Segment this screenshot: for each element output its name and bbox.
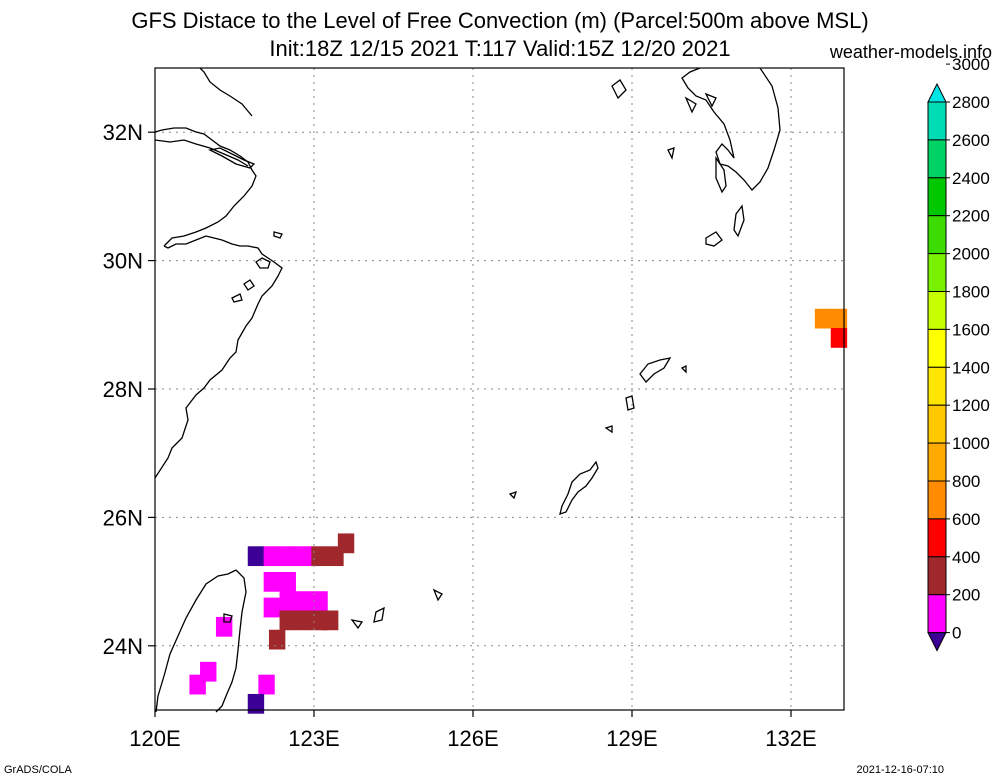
lat-tick-label: 28N <box>103 377 143 402</box>
heatmap-cells <box>189 308 848 714</box>
heatmap-cell <box>295 591 312 611</box>
colorbar-swatch <box>927 404 947 444</box>
colorbar-label: 1200 <box>952 396 990 415</box>
heatmap-cell <box>263 597 281 618</box>
colorbar-swatch <box>927 177 947 217</box>
heatmap-cell <box>279 571 296 592</box>
colorbar-label: 2800 <box>952 93 990 112</box>
lat-tick-label: 30N <box>103 249 143 274</box>
colorbar-min-arrow <box>927 632 947 652</box>
colorbar-swatch <box>927 101 947 141</box>
colorbar-label: 1600 <box>952 320 990 339</box>
heatmap-cell <box>279 591 296 611</box>
heatmap-cell <box>814 308 832 329</box>
colorbar-label: 800 <box>952 472 980 491</box>
colorbar-swatch <box>927 442 947 482</box>
colorbar-label: 200 <box>952 586 980 605</box>
yonaguni <box>223 613 233 623</box>
heatmap-cell <box>295 610 312 631</box>
heatmap-cell <box>258 674 275 695</box>
tokunoshima <box>625 364 687 411</box>
colorbar-label: 3000 <box>952 55 990 74</box>
colorbar-label: 2000 <box>952 245 990 264</box>
yangtze-estuary <box>208 147 256 169</box>
colorbar-label: 2400 <box>952 169 990 188</box>
colorbar-swatch <box>927 139 947 179</box>
axis-ticks: 120E 123E 126E 129E 132E 24N 26N 28N 30N 32N <box>103 120 817 751</box>
map-subtitle: Init:18Z 12/15 2021 T:117 Valid:15Z 12/2… <box>269 36 731 61</box>
colorbar-swatch <box>927 594 947 634</box>
footer-left: GrADS/COLA <box>4 764 72 776</box>
site-label: weather-models.info <box>829 42 992 62</box>
colorbar-label: 1800 <box>952 283 990 302</box>
taiwan-coastline <box>155 569 247 713</box>
lon-tick-label: 132E <box>765 726 816 751</box>
map-title: GFS Distace to the Level of Free Convect… <box>131 8 869 33</box>
heatmap-cell <box>830 328 848 348</box>
heatmap-cell <box>247 546 265 567</box>
colorbar-swatch <box>927 366 947 406</box>
colorbar-label: 2200 <box>952 207 990 226</box>
okinawa <box>559 460 599 515</box>
colorbar-label: 1000 <box>952 434 990 453</box>
map-grid <box>155 68 844 710</box>
lon-tick-label: 126E <box>447 726 498 751</box>
kyushu-coastline <box>681 67 781 191</box>
colorbar-label: 1400 <box>952 358 990 377</box>
heatmap-cell <box>279 610 296 631</box>
lat-tick-label: 32N <box>103 120 143 145</box>
colorbar-max-arrow <box>927 82 947 103</box>
colorbar: 0 200 400 600 800 1000 1200 1400 1600 1800 2000 220… <box>927 55 990 652</box>
goto-islands <box>611 79 717 160</box>
okinoerabu <box>604 425 613 434</box>
coastlines <box>154 67 781 713</box>
zhoushan-islands <box>231 231 283 303</box>
heatmap-cell <box>263 571 281 592</box>
heatmap-cell <box>268 629 286 650</box>
footer-timestamp: 2021-12-16-07:10 <box>856 764 944 776</box>
lon-tick-label: 120E <box>129 726 180 751</box>
colorbar-swatch <box>927 253 947 293</box>
colorbar-swatch <box>927 215 947 255</box>
colorbar-label: 400 <box>952 548 980 567</box>
daito-islands <box>432 588 443 602</box>
lon-tick-label: 123E <box>288 726 339 751</box>
amami-oshima <box>639 357 672 383</box>
colorbar-swatch <box>927 518 947 558</box>
heatmap-cell <box>311 546 328 567</box>
lat-tick-label: 26N <box>103 505 143 530</box>
kyushu-bay <box>715 155 727 194</box>
heatmap-cell <box>279 546 296 567</box>
miyako-islands <box>350 606 385 630</box>
kerama-islands <box>508 490 518 500</box>
heatmap-cell <box>295 546 312 567</box>
colorbar-label: 0 <box>952 624 961 643</box>
colorbar-label: 2600 <box>952 131 990 150</box>
lat-tick-label: 24N <box>103 634 143 659</box>
heatmap-cell <box>189 674 206 695</box>
colorbar-swatch <box>927 291 947 330</box>
colorbar-swatch <box>927 328 947 368</box>
colorbar-swatch <box>927 556 947 596</box>
colorbar-label: 600 <box>952 510 980 529</box>
lon-tick-label: 129E <box>606 726 657 751</box>
colorbar-swatch <box>927 480 947 520</box>
china-coastline <box>154 67 283 479</box>
heatmap-cell <box>263 546 281 567</box>
tanegashima <box>733 204 745 238</box>
heatmap-cell <box>247 693 265 714</box>
heatmap-cell <box>337 533 355 554</box>
heatmap-cell <box>830 308 848 329</box>
heatmap-cell <box>311 591 328 611</box>
yakushima <box>705 231 723 247</box>
heatmap-cell <box>321 610 339 631</box>
